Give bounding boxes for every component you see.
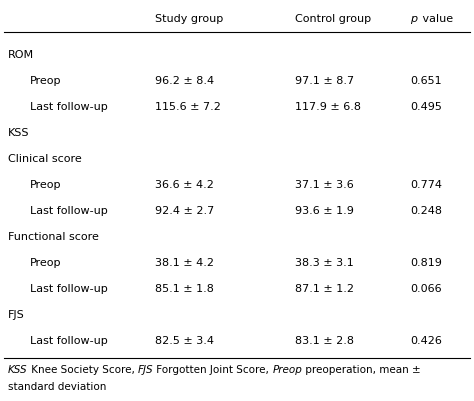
Text: Last follow-up: Last follow-up [30,284,108,294]
Text: p: p [410,14,417,24]
Text: 0.066: 0.066 [410,284,442,294]
Text: 115.6 ± 7.2: 115.6 ± 7.2 [155,102,221,112]
Text: Knee Society Score,: Knee Society Score, [27,365,138,375]
Text: 83.1 ± 2.8: 83.1 ± 2.8 [295,336,354,346]
Text: 97.1 ± 8.7: 97.1 ± 8.7 [295,76,354,86]
Text: 0.774: 0.774 [410,180,442,190]
Text: 96.2 ± 8.4: 96.2 ± 8.4 [155,76,214,86]
Text: KSS: KSS [8,365,27,375]
Text: preoperation, mean ±: preoperation, mean ± [302,365,421,375]
Text: KSS: KSS [8,128,29,138]
Text: Control group: Control group [295,14,371,24]
Text: value: value [419,14,453,24]
Text: 0.651: 0.651 [410,76,442,86]
Text: Functional score: Functional score [8,232,99,242]
Text: Last follow-up: Last follow-up [30,206,108,216]
Text: Preop: Preop [273,365,302,375]
Text: 85.1 ± 1.8: 85.1 ± 1.8 [155,284,214,294]
Text: Forgotten Joint Score,: Forgotten Joint Score, [154,365,273,375]
Text: Last follow-up: Last follow-up [30,336,108,346]
Text: 117.9 ± 6.8: 117.9 ± 6.8 [295,102,361,112]
Text: standard deviation: standard deviation [8,382,106,392]
Text: Preop: Preop [30,180,62,190]
Text: Preop: Preop [30,76,62,86]
Text: Clinical score: Clinical score [8,154,82,164]
Text: FJS: FJS [138,365,154,375]
Text: 93.6 ± 1.9: 93.6 ± 1.9 [295,206,354,216]
Text: Study group: Study group [155,14,223,24]
Text: Last follow-up: Last follow-up [30,102,108,112]
Text: 0.248: 0.248 [410,206,442,216]
Text: 0.495: 0.495 [410,102,442,112]
Text: 0.819: 0.819 [410,258,442,268]
Text: ROM: ROM [8,50,34,60]
Text: 92.4 ± 2.7: 92.4 ± 2.7 [155,206,214,216]
Text: Preop: Preop [30,258,62,268]
Text: 87.1 ± 1.2: 87.1 ± 1.2 [295,284,354,294]
Text: 0.426: 0.426 [410,336,442,346]
Text: FJS: FJS [8,310,25,320]
Text: 38.1 ± 4.2: 38.1 ± 4.2 [155,258,214,268]
Text: 37.1 ± 3.6: 37.1 ± 3.6 [295,180,354,190]
Text: 36.6 ± 4.2: 36.6 ± 4.2 [155,180,214,190]
Text: 82.5 ± 3.4: 82.5 ± 3.4 [155,336,214,346]
Text: 38.3 ± 3.1: 38.3 ± 3.1 [295,258,354,268]
